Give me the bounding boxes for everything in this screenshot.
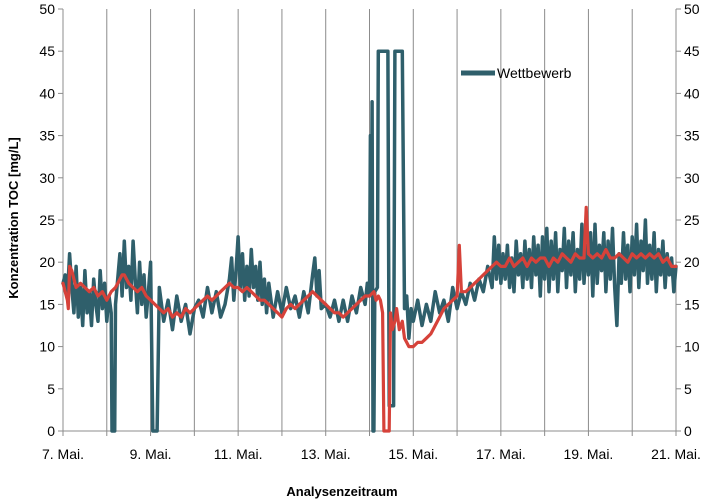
y-tick-label: 25	[39, 212, 55, 228]
x-tick-label: 19. Mai.	[564, 446, 614, 462]
series-line-unlabeled	[61, 205, 678, 433]
x-tick-label: 9. Mai.	[130, 446, 172, 462]
y-tick-label: 40	[39, 85, 55, 101]
series-line-wettbewerb	[61, 49, 678, 433]
y-tick-label: 10	[39, 339, 55, 355]
y-right-tick-label: 25	[684, 212, 700, 228]
y-right-tick-label: 35	[684, 128, 700, 144]
y-right-tick-label: 20	[684, 254, 700, 270]
x-tick-label: 21. Mai.	[651, 446, 701, 462]
y-tick-label: 50	[39, 1, 55, 17]
x-tick-label: 17. Mai.	[476, 446, 526, 462]
y-tick-label: 30	[39, 170, 55, 186]
y-tick-label: 0	[47, 423, 55, 439]
y-right-tick-label: 10	[684, 339, 700, 355]
y-axis-left-ticks: 0 5 10 15 20 25 30 35 40 45 50	[39, 1, 63, 439]
x-tick-label: 11. Mai.	[214, 446, 263, 462]
x-tick-label: 7. Mai.	[42, 446, 84, 462]
x-tick-label: 13. Mai.	[301, 446, 351, 462]
y-tick-label: 5	[47, 381, 55, 397]
y-right-tick-label: 40	[684, 85, 700, 101]
x-axis-ticks: 7. Mai. 9. Mai. 11. Mai. 13. Mai. 15. Mai. 17…	[42, 431, 701, 462]
y-right-tick-label: 30	[684, 170, 700, 186]
y-tick-label: 35	[39, 128, 55, 144]
y-axis-right-ticks: 0 5 10 15 20 25 30 35 40 45 50	[676, 1, 700, 439]
y-right-tick-label: 5	[684, 381, 692, 397]
y-right-tick-label: 15	[684, 296, 700, 312]
vertical-gridlines	[106, 9, 633, 431]
y-right-tick-label: 0	[684, 423, 692, 439]
y-tick-label: 20	[39, 254, 55, 270]
y-tick-label: 15	[39, 296, 55, 312]
y-right-tick-label: 45	[684, 43, 700, 59]
y-right-tick-label: 50	[684, 1, 700, 17]
y-axis-title: Konzentration TOC [mg/L]	[6, 137, 21, 299]
legend: Wettbewerb	[461, 65, 572, 81]
legend-label-wettbewerb: Wettbewerb	[497, 65, 572, 81]
data-series	[61, 49, 678, 433]
x-tick-label: 15. Mai.	[388, 446, 438, 462]
y-tick-label: 45	[39, 43, 55, 59]
x-axis-title: Analysenzeitraum	[286, 484, 397, 499]
